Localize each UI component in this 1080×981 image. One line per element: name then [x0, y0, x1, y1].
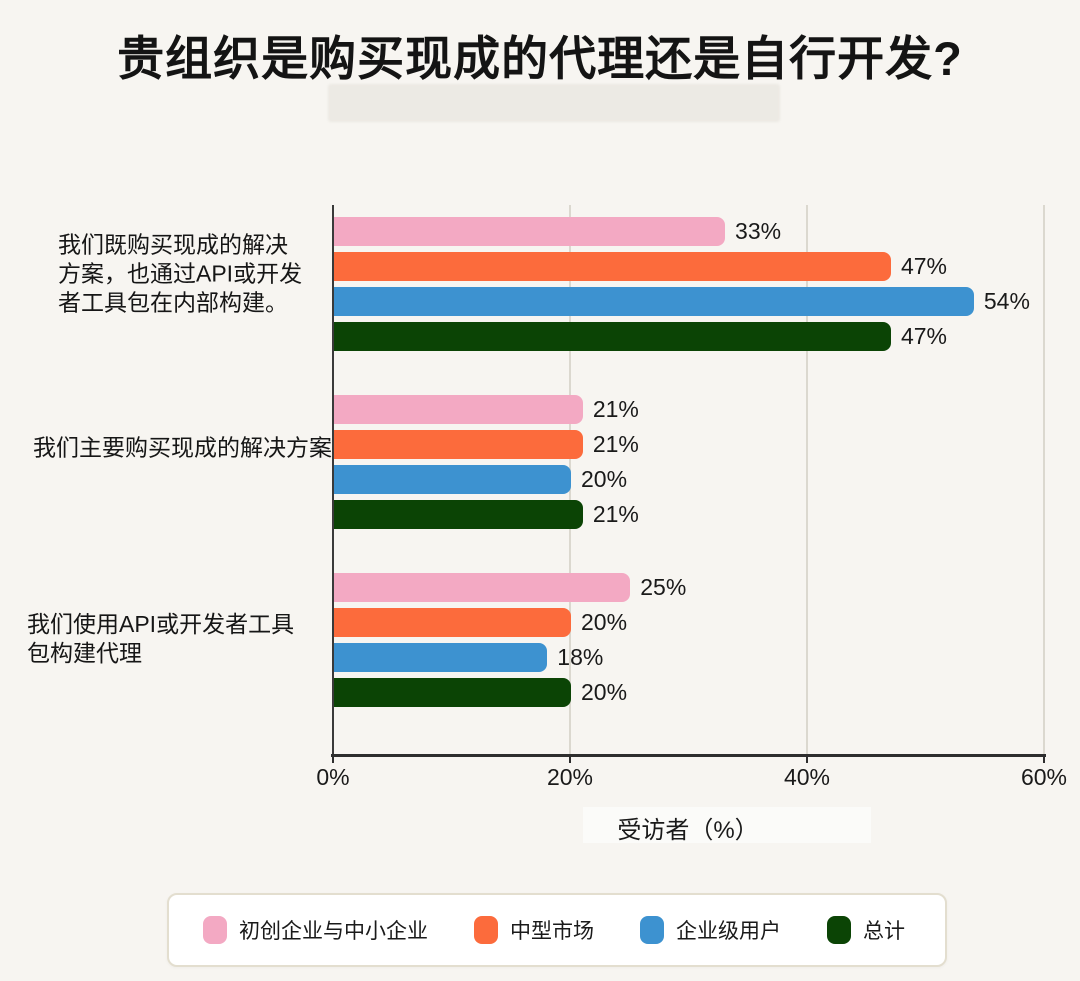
bar-group1-初创企业与中小企业 — [334, 217, 726, 246]
bar-value-label: 47% — [900, 323, 947, 349]
tick-label-20%: 20% — [546, 764, 594, 790]
bar-group1-企业级用户 — [334, 287, 974, 316]
legend-swatch-icon — [474, 916, 498, 944]
bar-value-label: 33% — [735, 218, 782, 244]
tick-label-60%: 60% — [1020, 764, 1068, 790]
legend-item-中型市场: 中型市场 — [474, 915, 594, 945]
gridline-60% — [1043, 205, 1045, 755]
legend: 初创企业与中小企业 中型市场 企业级用户 总计 — [167, 893, 947, 967]
bar-value-label: 20% — [581, 609, 628, 635]
bar-group2-总计 — [334, 500, 583, 529]
chart-title: 贵组织是购买现成的代理还是自行开发? — [117, 32, 963, 85]
tick-0% — [332, 757, 334, 763]
bar-value-label: 21% — [592, 501, 639, 527]
legend-item-总计: 总计 — [827, 915, 905, 945]
category-label-line: 我们既购买现成的解决 — [58, 231, 288, 258]
legend-swatch-icon — [203, 916, 227, 944]
legend-label: 初创企业与中小企业 — [239, 920, 428, 943]
bar-value-label: 21% — [592, 431, 639, 457]
legend-label: 企业级用户 — [676, 920, 781, 943]
category-label-line: 我们使用API或开发者工具 — [27, 611, 295, 637]
legend-swatch-icon — [827, 916, 851, 944]
tick-20% — [569, 757, 571, 763]
bar-group1-中型市场 — [334, 252, 891, 281]
legend-swatch-icon — [640, 916, 664, 944]
legend-item-企业级用户: 企业级用户 — [640, 915, 781, 945]
category-label-line: 我们主要购买现成的解决方案 — [33, 434, 332, 461]
bar-value-label: 20% — [581, 466, 628, 492]
tick-60% — [1043, 757, 1045, 763]
bar-group2-中型市场 — [334, 430, 583, 459]
xlabel-highlight-artifact — [583, 807, 871, 843]
bar-group1-总计 — [334, 322, 891, 351]
tick-label-0%: 0% — [316, 764, 350, 790]
bar-value-label: 20% — [581, 679, 628, 705]
x-axis-line — [331, 754, 1046, 757]
bar-value-label: 18% — [557, 644, 604, 670]
tick-40% — [806, 757, 808, 763]
bar-group2-企业级用户 — [334, 465, 571, 494]
category-label-line: 方案，也通过API或开发 — [58, 260, 303, 287]
x-axis-title: 受访者（%） — [617, 817, 759, 844]
bar-value-label: 25% — [640, 574, 687, 600]
bar-group3-中型市场 — [334, 608, 571, 637]
legend-label: 总计 — [863, 920, 905, 943]
bar-group3-初创企业与中小企业 — [334, 573, 631, 602]
legend-item-初创企业与中小企业: 初创企业与中小企业 — [203, 915, 428, 945]
gridline-40% — [806, 205, 808, 755]
bar-group2-初创企业与中小企业 — [334, 395, 583, 424]
y-axis-line — [332, 205, 334, 757]
category-label-3: 我们使用API或开发者工具 包构建代理 — [27, 610, 294, 668]
bar-value-label: 54% — [983, 288, 1030, 314]
bar-value-label: 47% — [900, 253, 947, 279]
bar-group3-企业级用户 — [334, 643, 548, 672]
bar-group3-总计 — [334, 678, 571, 707]
tick-label-40%: 40% — [783, 764, 831, 790]
watermark-artifact — [328, 84, 780, 122]
bar-value-label: 21% — [592, 396, 639, 422]
category-label-line: 包构建代理 — [27, 640, 142, 666]
category-label-line: 者工具包在内部构建。 — [58, 289, 288, 316]
category-label-2: 我们主要购买现成的解决方案 — [33, 434, 332, 463]
category-label-1: 我们既购买现成的解决 方案，也通过API或开发 者工具包在内部构建。 — [58, 231, 302, 318]
legend-label: 中型市场 — [510, 920, 594, 943]
